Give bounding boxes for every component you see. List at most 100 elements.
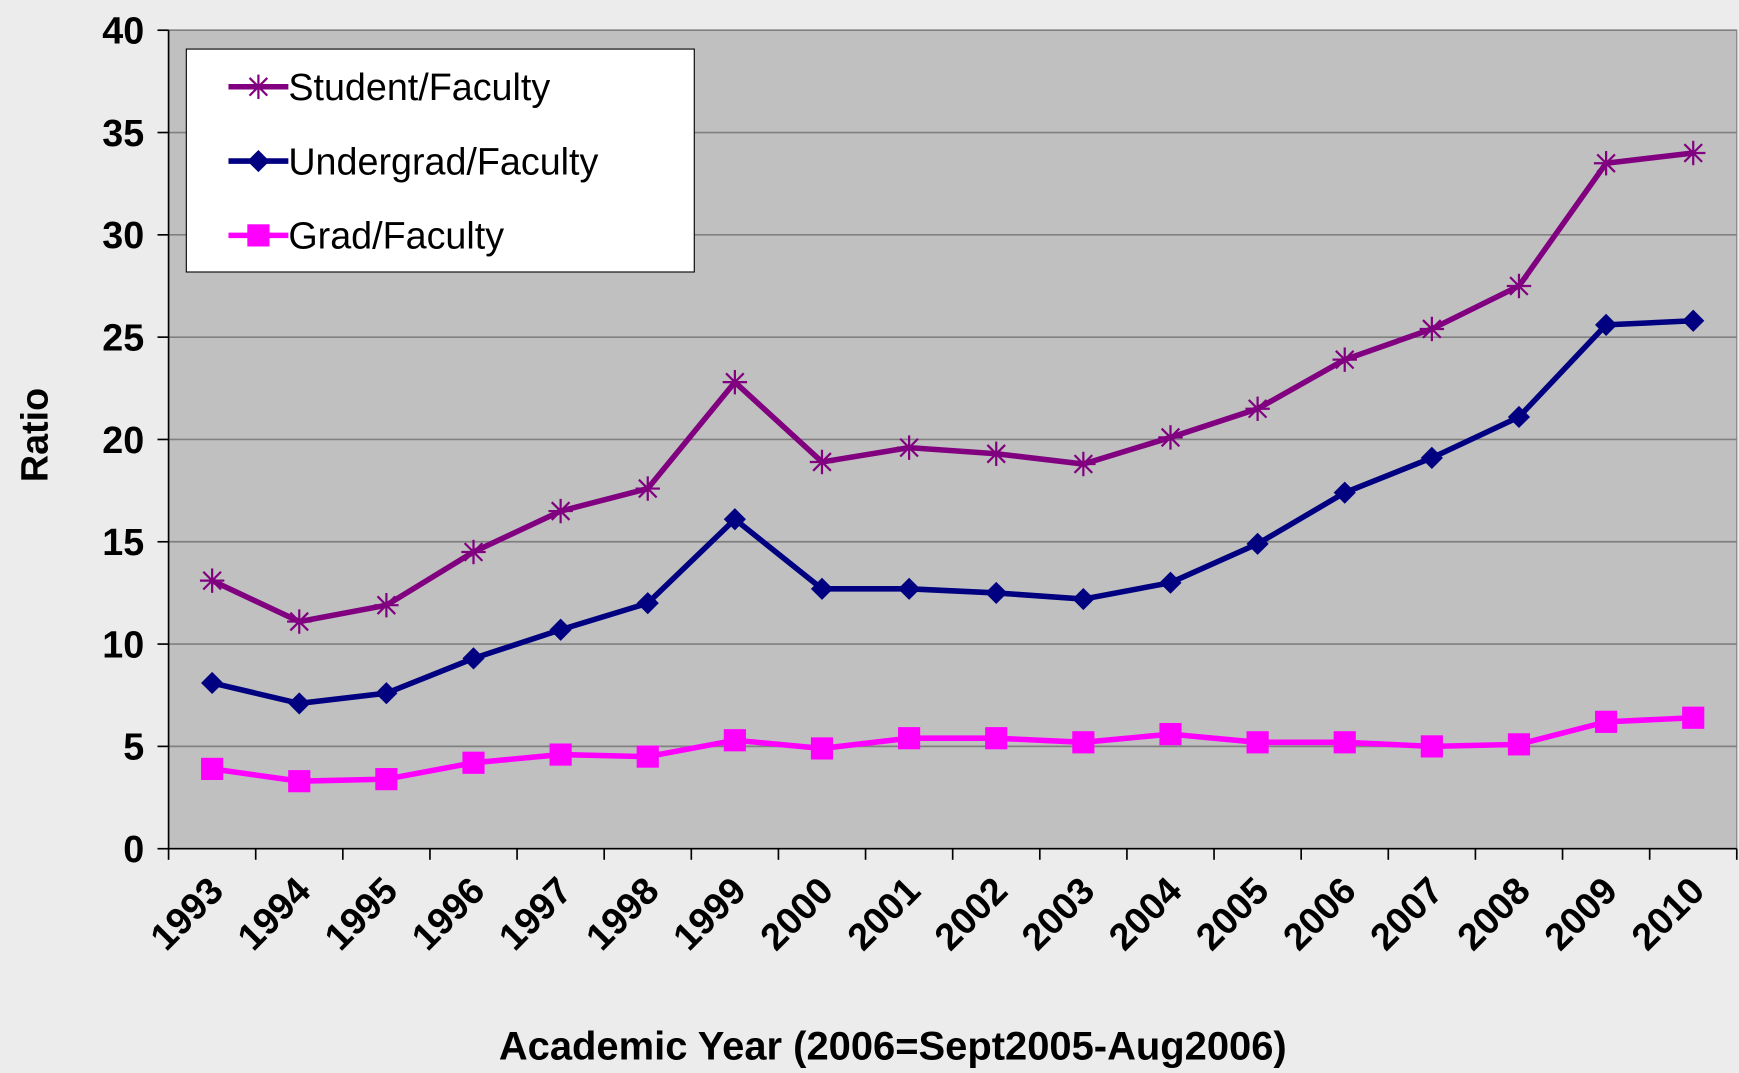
- marker: [246, 74, 271, 99]
- marker: [288, 692, 311, 715]
- marker: [898, 577, 921, 600]
- marker: [723, 729, 746, 752]
- marker-stroke: [638, 478, 658, 499]
- y-tick-label: 35: [102, 112, 144, 154]
- marker: [1595, 710, 1618, 733]
- marker: [1507, 733, 1531, 756]
- marker: [1682, 309, 1705, 332]
- marker: [1159, 571, 1182, 594]
- marker: [1072, 731, 1095, 754]
- series-line: [211, 714, 1694, 784]
- x-tick-label: 1994: [229, 869, 318, 958]
- marker-stroke: [248, 77, 269, 97]
- y-tick-label: 30: [102, 214, 144, 256]
- x-tick-label: 2003: [1013, 869, 1102, 958]
- marker-stroke: [1596, 153, 1616, 173]
- marker-stroke: [376, 595, 397, 615]
- marker: [1071, 451, 1096, 477]
- y-tick-label: 10: [102, 623, 144, 665]
- marker: [1246, 731, 1269, 754]
- x-tick-label: 2002: [926, 869, 1015, 958]
- y-tick-label: 15: [102, 521, 144, 563]
- marker: [636, 592, 659, 615]
- y-tick-label: 20: [102, 419, 144, 461]
- x-tick-label: 2000: [752, 869, 841, 958]
- marker: [809, 449, 835, 475]
- marker: [1158, 425, 1183, 450]
- marker: [810, 577, 834, 600]
- marker: [462, 647, 485, 670]
- marker: [247, 149, 270, 173]
- marker-stroke: [1160, 427, 1181, 448]
- series-line: [210, 150, 1694, 625]
- y-tick-label: 5: [123, 726, 144, 768]
- marker: [247, 224, 270, 247]
- marker-stroke: [1509, 276, 1529, 296]
- marker: [1507, 405, 1531, 429]
- legend-label: Undergrad/Faculty: [288, 140, 598, 182]
- series-line: [211, 318, 1694, 707]
- marker: [810, 737, 834, 760]
- marker: [1159, 723, 1182, 746]
- marker: [375, 682, 398, 705]
- marker: [1333, 731, 1356, 754]
- y-tick-label: 25: [102, 316, 144, 358]
- marker: [1245, 396, 1270, 421]
- marker-stroke: [986, 444, 1006, 464]
- x-tick-label: 2007: [1362, 869, 1451, 958]
- marker: [1246, 532, 1269, 555]
- marker: [1681, 140, 1706, 166]
- marker: [1072, 587, 1095, 611]
- marker: [1420, 735, 1443, 758]
- x-tick-label: 2005: [1188, 869, 1277, 958]
- x-tick-label: 1998: [578, 869, 667, 958]
- marker: [1506, 273, 1532, 299]
- marker: [374, 593, 399, 618]
- y-axis-label: Ratio: [14, 388, 56, 482]
- x-tick-label: 2001: [839, 869, 928, 958]
- x-tick-label: 1995: [316, 869, 405, 958]
- marker-stroke: [725, 372, 745, 392]
- x-tick-label: 1999: [665, 869, 754, 958]
- legend-label: Grad/Faculty: [288, 215, 504, 257]
- marker: [375, 768, 398, 791]
- marker: [1682, 706, 1705, 729]
- legend-label: Student/Faculty: [288, 66, 550, 108]
- marker: [1419, 316, 1445, 342]
- x-tick-label: 2008: [1449, 869, 1538, 958]
- marker-stroke: [202, 570, 222, 591]
- x-tick-label: 2004: [1100, 869, 1189, 958]
- x-tick-label: 2009: [1536, 869, 1625, 958]
- marker-stroke: [812, 452, 832, 472]
- marker-stroke: [1073, 454, 1094, 474]
- marker: [722, 369, 748, 395]
- marker-stroke: [550, 501, 571, 521]
- marker: [1420, 446, 1443, 469]
- marker: [1593, 151, 1619, 176]
- marker: [201, 757, 224, 780]
- marker: [898, 727, 921, 750]
- y-tick-label: 40: [102, 10, 144, 52]
- marker-stroke: [1683, 143, 1703, 163]
- marker: [985, 581, 1008, 605]
- marker: [1333, 481, 1356, 504]
- x-tick-label: 1993: [142, 869, 231, 958]
- marker: [287, 609, 312, 634]
- x-tick-label: 1996: [403, 869, 492, 958]
- marker: [984, 441, 1009, 466]
- marker: [1332, 347, 1357, 372]
- marker-stroke: [899, 437, 919, 458]
- marker: [549, 743, 572, 766]
- marker: [1595, 313, 1618, 336]
- marker: [462, 751, 485, 774]
- marker: [199, 568, 225, 593]
- marker-stroke: [1335, 349, 1355, 370]
- marker: [636, 745, 659, 768]
- marker-stroke: [289, 611, 309, 632]
- y-tick-label: 0: [123, 828, 144, 870]
- marker: [461, 539, 486, 565]
- marker-stroke: [1247, 399, 1268, 419]
- marker: [896, 435, 922, 460]
- x-axis-label: Academic Year (2006=Sept2005-Aug2006): [499, 1024, 1287, 1068]
